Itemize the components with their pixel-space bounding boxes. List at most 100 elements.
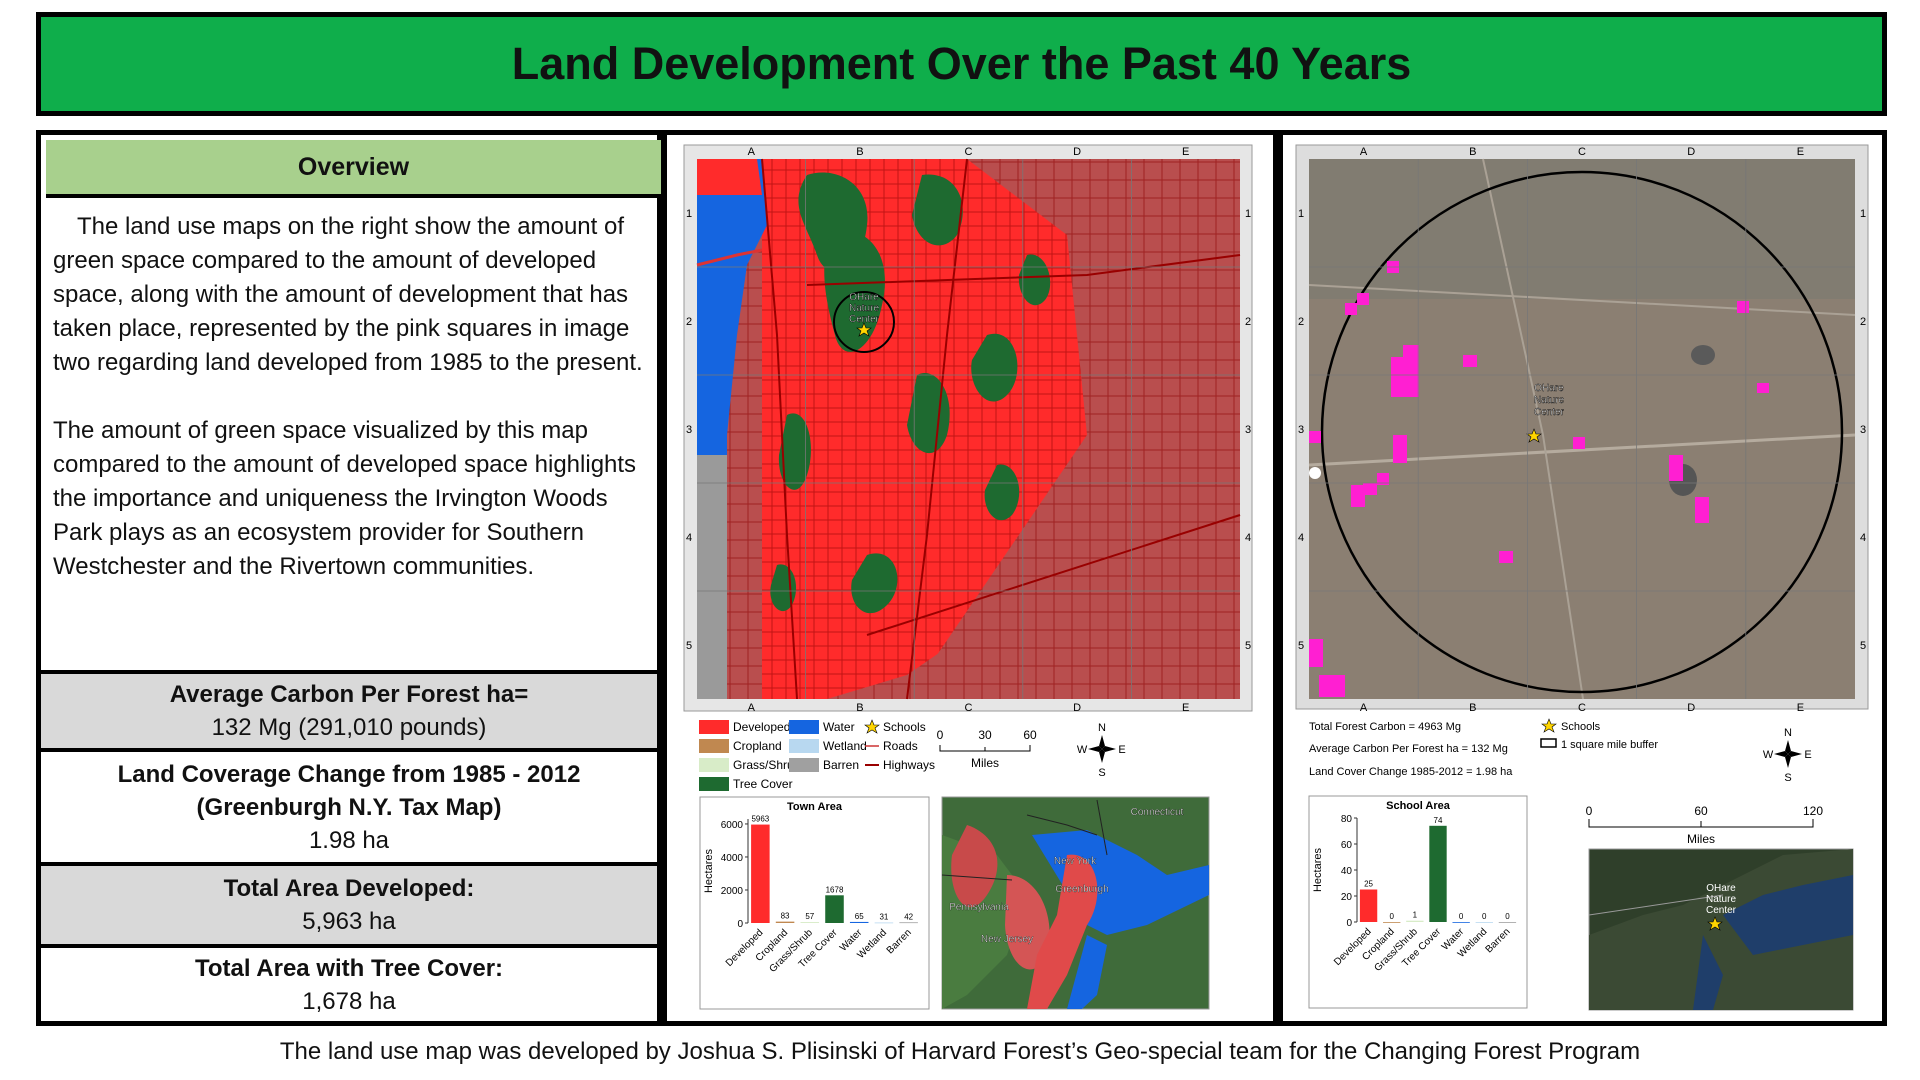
chart-title: School Area [1386, 800, 1451, 812]
grid-col-label: B [856, 702, 863, 714]
overview-heading: Overview [46, 140, 661, 198]
rectangle-icon [1540, 738, 1557, 748]
bar-value-label: 83 [781, 912, 790, 921]
grid-col-label: C [965, 702, 973, 714]
legend-swatch [699, 739, 729, 753]
inset-label: Center [1706, 905, 1737, 916]
grid-row-label: 4 [686, 532, 692, 544]
title-bar: Land Development Over the Past 40 Years [36, 12, 1887, 116]
stat-label: Land Coverage Change from 1985 - 2012 [117, 760, 581, 788]
grid-col-label: E [1182, 702, 1189, 714]
compass-icon: N S E W [1763, 727, 1812, 784]
grid-col-label: A [748, 146, 756, 158]
svg-text:E: E [1118, 744, 1125, 756]
legend-swatch [789, 739, 819, 753]
aerial-map: OHare Nature Center [1308, 158, 1856, 700]
stat-value: 1.98 ha [308, 826, 390, 854]
bar [874, 922, 894, 924]
legend-label: Wetland [823, 739, 867, 753]
bar-value-label: 42 [904, 912, 913, 921]
svg-text:W: W [1763, 749, 1774, 761]
bar [1406, 920, 1424, 922]
inset-label: Connecticut [1131, 807, 1184, 818]
svg-text:Miles: Miles [971, 756, 999, 770]
legend-label: Schools [1561, 721, 1601, 733]
grid-row-label: 1 [686, 208, 692, 220]
grid-col-label: A [1360, 702, 1368, 714]
svg-text:30: 30 [978, 728, 992, 742]
land-use-svg: OHare Nature Center A A B B C C D D E E 1 1 2 2 3 3 4 4 5 5… [683, 144, 1253, 1010]
legend-swatch [699, 758, 729, 772]
stat-value: 132 Mg (291,010 pounds) [211, 714, 487, 741]
bar [1452, 922, 1470, 923]
bar [751, 824, 770, 923]
bar [775, 921, 795, 923]
svg-text:E: E [1804, 749, 1811, 761]
bar-value-label: 25 [1364, 880, 1373, 889]
inset-label: New York [1054, 856, 1097, 867]
svg-text:S: S [1098, 767, 1105, 779]
bar-value-label: 65 [855, 912, 864, 921]
grid-col-label: D [1073, 702, 1081, 714]
grid-row-label: 5 [1860, 640, 1866, 652]
overview-paragraph-2: The amount of green space visualized by … [53, 417, 637, 580]
place-label: Center [1534, 407, 1565, 418]
bar-value-label: 0 [1482, 912, 1487, 921]
stat-label: Total Area Developed: [223, 875, 475, 902]
legend-label: Water [823, 720, 855, 734]
star-icon [1541, 718, 1557, 733]
stat-label: Total Area with Tree Cover: [194, 955, 504, 982]
svg-text:60: 60 [1694, 804, 1708, 818]
y-tick-label: 60 [1341, 840, 1353, 851]
stat-value: 1,678 ha [302, 988, 396, 1015]
school-star-icon [1526, 428, 1542, 443]
grid-col-label: D [1687, 146, 1695, 158]
map-legend: Developed Cropland Grass/Shrub Tree Cove… [699, 719, 935, 791]
grid-col-label: C [965, 146, 973, 158]
grid-row-label: 3 [686, 424, 692, 436]
y-tick-label: 40 [1341, 866, 1353, 877]
bar-value-label: 31 [879, 912, 888, 921]
grid-row-label: 5 [686, 640, 692, 652]
stat-label: Average Carbon Per Forest ha= [169, 681, 529, 708]
grid-col-label: E [1797, 146, 1804, 158]
grid-row-label: 4 [1298, 532, 1304, 544]
overview-text: The land use maps on the right show the … [53, 210, 653, 618]
legend-label: 1 square mile buffer [1561, 739, 1658, 751]
svg-text:0: 0 [937, 728, 944, 742]
stat-developed: Total Area Developed: 5,963 ha [41, 862, 657, 944]
school-star-icon [856, 322, 872, 337]
page-title: Land Development Over the Past 40 Years [511, 38, 1412, 89]
stat-value: 5,963 ha [302, 908, 396, 935]
grid-col-label: C [1578, 702, 1586, 714]
chart-title: Town Area [787, 801, 843, 813]
grid-row-label: 5 [1298, 640, 1304, 652]
bar-value-label: 0 [1389, 912, 1394, 921]
y-tick-label: 20 [1341, 892, 1353, 903]
grid-col-label: B [1469, 146, 1476, 158]
info-text: Total Forest Carbon = 4963 Mg [1309, 721, 1461, 733]
bar-value-label: 1678 [826, 885, 844, 894]
development-squares [1309, 261, 1769, 697]
svg-text:W: W [1077, 744, 1088, 756]
inset-label: Nature [1706, 894, 1736, 905]
legend-swatch [699, 720, 729, 734]
bar-value-label: 57 [805, 912, 814, 921]
grid-col-label: B [1469, 702, 1476, 714]
info-text: Land Cover Change 1985-2012 = 1.98 ha [1309, 766, 1513, 778]
grid-row-label: 2 [1298, 316, 1304, 328]
scale-bar: 0 30 60 Miles [937, 728, 1037, 770]
stat-tree-cover: Total Area with Tree Cover: 1,678 ha [41, 944, 657, 1022]
svg-text:60: 60 [1023, 728, 1037, 742]
y-tick-label: 6000 [721, 820, 744, 831]
map-info: Total Forest Carbon = 4963 Mg Average Ca… [1309, 721, 1513, 778]
grid-row-label: 3 [1860, 424, 1866, 436]
map-grid: A A B B C C D D E E 1 1 2 2 3 3 4 4 5 5 [1298, 146, 1866, 714]
legend-label: Grass/Shrub [733, 758, 801, 772]
grid-col-label: D [1073, 146, 1081, 158]
map-legend: Schools 1 square mile buffer [1540, 718, 1658, 751]
bar-value-label: 0 [1505, 912, 1510, 921]
grid-row-label: 3 [1298, 424, 1304, 436]
stat-label-2: (Greenburgh N.Y. Tax Map) [196, 793, 502, 821]
map-grid: A A B B C C D D E E 1 1 2 2 3 3 4 4 5 5 [686, 146, 1251, 714]
